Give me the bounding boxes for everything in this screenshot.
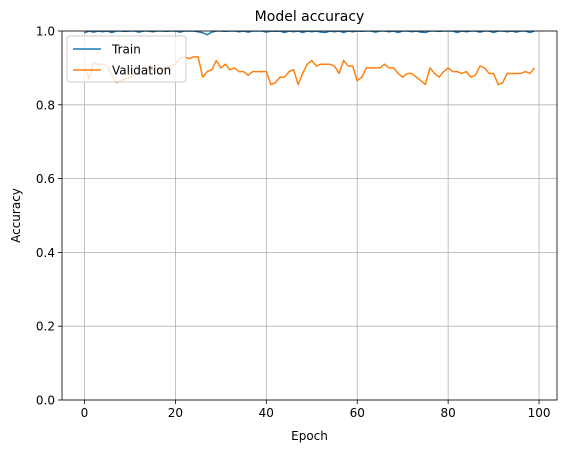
y-tick-label: 1.0 (36, 25, 55, 39)
y-tick-label: 0.0 (36, 394, 55, 408)
legend: Train Validation (66, 35, 187, 83)
x-tick-label: 40 (259, 406, 274, 420)
x-tick-label: 60 (350, 406, 365, 420)
x-tick-label: 100 (528, 406, 551, 420)
y-axis-label: Accuracy (9, 188, 23, 243)
legend-label-validation: Validation (112, 64, 171, 78)
x-tick-label: 20 (168, 406, 183, 420)
y-tick-label: 0.6 (36, 172, 55, 186)
x-tick-label: 0 (81, 406, 89, 420)
y-axis-ticks: 0.0 0.2 0.4 0.6 0.8 1.0 (36, 25, 62, 408)
y-tick-label: 0.4 (36, 246, 55, 260)
plot-frame (61, 30, 558, 401)
x-tick-label: 80 (440, 406, 455, 420)
chart-title: Model accuracy (255, 9, 365, 25)
x-axis-label: Epoch (291, 429, 328, 443)
x-gridlines (84, 31, 540, 400)
legend-label-train: Train (111, 43, 141, 57)
y-tick-label: 0.8 (36, 98, 55, 112)
y-tick-label: 0.2 (36, 320, 55, 334)
x-axis-ticks: 0 20 40 60 80 100 (81, 400, 551, 420)
